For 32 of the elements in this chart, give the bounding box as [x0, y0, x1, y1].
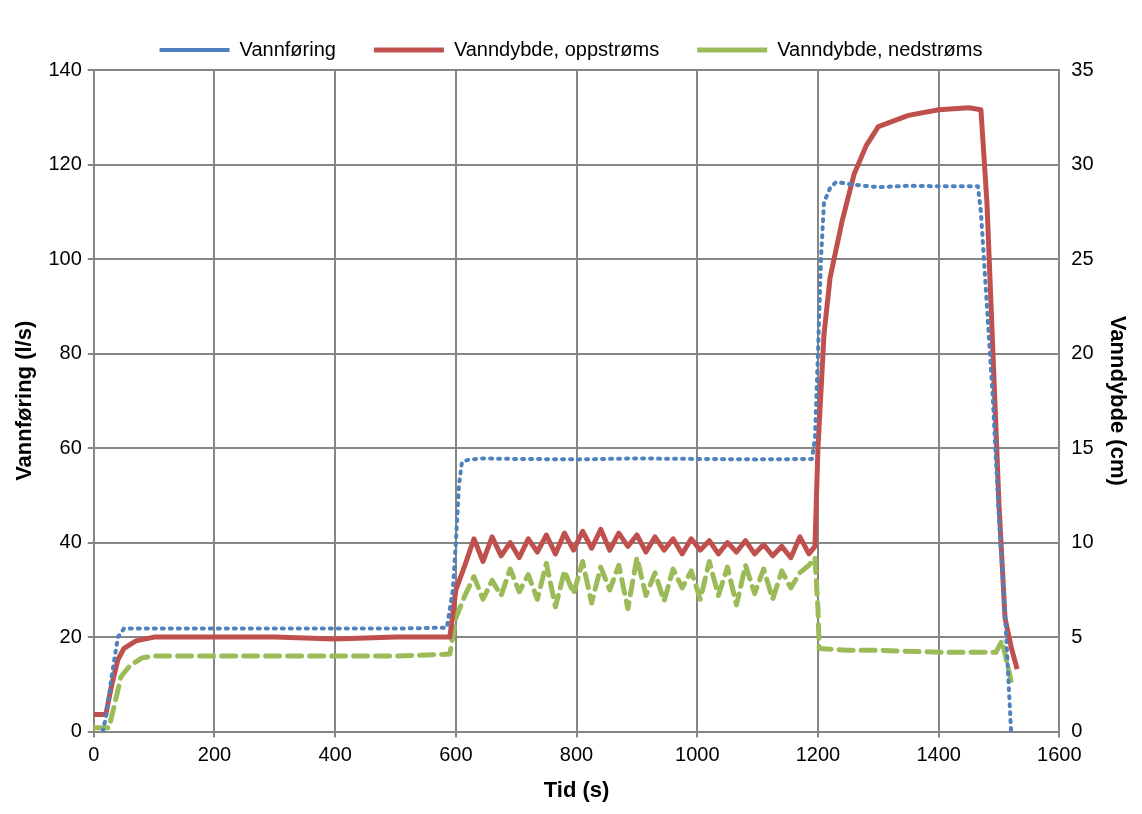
- y-tick-label: 20: [59, 624, 82, 647]
- y2-tick-label: 25: [1071, 246, 1094, 269]
- y-tick-label: 140: [48, 57, 82, 80]
- legend-label: Vanndybde, oppstrøms: [453, 37, 660, 60]
- line-series: [100, 180, 1014, 732]
- y2-tick-label: 10: [1071, 530, 1094, 553]
- x-tick-label: 600: [439, 743, 473, 766]
- x-tick-label: 800: [559, 743, 594, 766]
- y-tick-label: 120: [48, 152, 82, 175]
- y2-tick-label: 5: [1071, 624, 1083, 647]
- y-tick-label: 40: [59, 530, 82, 553]
- y2-tick-label: 35: [1071, 57, 1094, 80]
- y-tick-label: 80: [59, 341, 82, 364]
- y2-tick-label: 30: [1071, 152, 1094, 175]
- y-tick-label: 60: [59, 435, 82, 458]
- y2-tick-label: 20: [1071, 341, 1094, 364]
- x-tick-label: 0: [88, 743, 100, 766]
- x-tick-label: 400: [318, 743, 352, 766]
- legend-label: Vannføring: [239, 37, 336, 60]
- y-axis-title: Vannføring (l/s): [11, 320, 37, 481]
- legend-label: Vanndybde, nedstrøms: [777, 37, 983, 60]
- x-tick-label: 1600: [1037, 743, 1082, 766]
- y2-tick-label: 15: [1071, 435, 1094, 458]
- y-tick-label: 0: [70, 719, 82, 742]
- y2-axis-title: Vanndybde (cm): [1105, 315, 1131, 486]
- x-axis-title: Tid (s): [543, 776, 610, 802]
- y-tick-label: 100: [48, 246, 82, 269]
- x-tick-label: 1400: [916, 743, 961, 766]
- x-tick-label: 1200: [795, 743, 841, 766]
- x-tick-label: 200: [197, 743, 232, 766]
- x-tick-label: 1000: [675, 743, 720, 766]
- y2-tick-label: 0: [1071, 719, 1083, 742]
